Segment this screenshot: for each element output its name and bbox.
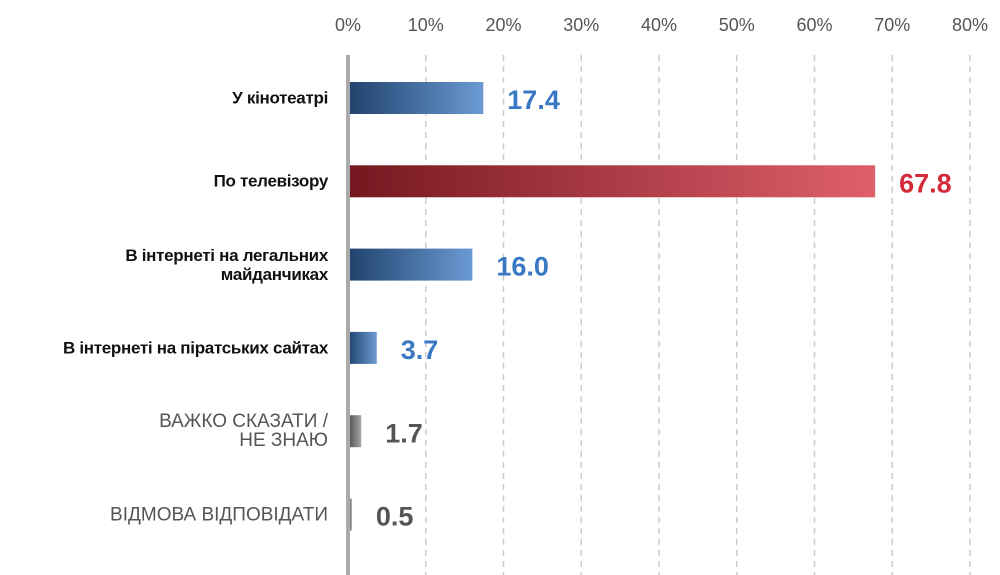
bar [348, 331, 377, 364]
x-tick-label: 30% [563, 15, 599, 35]
x-tick-label: 70% [874, 15, 910, 35]
x-tick-label: 50% [719, 15, 755, 35]
x-tick-label: 80% [952, 15, 988, 35]
category-label: По телевізору [213, 171, 329, 191]
category-label: У кінотеатрі [232, 88, 328, 108]
x-tick-label: 0% [335, 15, 361, 35]
value-label: 3.7 [401, 335, 439, 365]
category-label: В інтернеті на піратських сайтах [62, 338, 328, 358]
x-tick-label: 20% [485, 15, 521, 35]
bar [348, 82, 484, 114]
category-label: ВАЖКО СКАЗАТИ / НЕ ЗНАЮ [159, 411, 328, 452]
category-label: ВІДМОВА ВІДПОВІДАТИ [110, 504, 328, 525]
x-tick-label: 40% [641, 15, 677, 35]
bar [348, 248, 473, 281]
bar [348, 165, 876, 198]
x-tick-label: 10% [408, 15, 444, 35]
x-tick-label: 60% [796, 15, 832, 35]
bar [348, 415, 362, 448]
value-label: 0.5 [376, 502, 414, 532]
value-label: 16.0 [496, 252, 549, 282]
value-label: 67.8 [899, 168, 952, 198]
value-label: 17.4 [507, 85, 560, 115]
category-label: В інтернеті на легальних майданчиках [125, 245, 328, 284]
value-label: 1.7 [385, 418, 423, 448]
